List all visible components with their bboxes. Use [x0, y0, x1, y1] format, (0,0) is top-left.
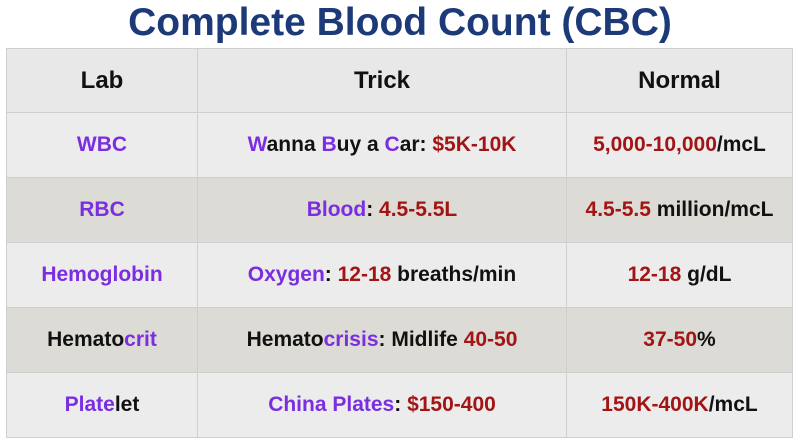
lab-cell: Platelet — [6, 372, 198, 438]
trick-text-segment: anna — [266, 133, 322, 156]
trick-text-segment: : Midlife — [378, 328, 464, 351]
trick-text-segment: C — [384, 133, 400, 156]
page-title: Complete Blood Count (CBC) — [128, 1, 672, 44]
normal-cell: 150K-400K/mcL — [566, 372, 793, 438]
lab-text-segment: let — [114, 393, 140, 416]
trick-text-segment: : — [324, 263, 338, 286]
normal-cell: 5,000-10,000/mcL — [566, 112, 793, 178]
lab-text-segment: Plate — [64, 393, 115, 416]
lab-text-segment: Hemoglobin — [41, 263, 163, 286]
trick-text-segment: $150-400 — [407, 393, 496, 416]
header-normal: Normal — [566, 48, 793, 113]
header-trick: Trick — [197, 48, 567, 113]
trick-text-segment: uy a — [336, 133, 385, 156]
trick-text-segment: crisis — [323, 328, 379, 351]
trick-text-segment: Hemato — [246, 328, 324, 351]
trick-text-segment: Blood — [306, 198, 367, 221]
normal-cell: 12-18 g/dL — [566, 242, 793, 308]
header-lab: Lab — [6, 48, 198, 113]
trick-text-segment: breaths/min — [391, 263, 517, 286]
trick-text-segment: China Plates — [268, 393, 395, 416]
trick-text-segment: ar: — [399, 133, 433, 156]
trick-text-segment: $5K-10K — [432, 133, 517, 156]
table-row: WBC Wanna Buy a Car: $5K-10K 5,000-10,000/… — [6, 112, 793, 178]
table-row: Hematocrit Hematocrisis: Midlife 40-50 37-… — [6, 307, 793, 373]
normal-text-segment: g/dL — [681, 263, 732, 286]
normal-text-segment: /mcL — [708, 393, 758, 416]
trick-text-segment: 40-50 — [463, 328, 518, 351]
cbc-table: Lab Trick Normal WBC Wanna Buy a Car: $5K… — [6, 48, 793, 438]
normal-cell: 37-50% — [566, 307, 793, 373]
table-row: Hemoglobin Oxygen: 12-18 breaths/min 12-18… — [6, 242, 793, 308]
trick-text-segment: : — [394, 393, 408, 416]
normal-text-segment: million/mcL — [650, 198, 774, 221]
normal-text-segment: 37-50 — [643, 328, 698, 351]
trick-text-segment: 4.5-5.5L — [379, 198, 458, 221]
lab-cell: Hematocrit — [6, 307, 198, 373]
lab-text-segment: Hemato — [47, 328, 125, 351]
normal-text-segment: 12-18 — [627, 263, 682, 286]
lab-text-segment: crit — [124, 328, 157, 351]
table-row: RBC Blood: 4.5-5.5L 4.5-5.5 million/mcL — [6, 177, 793, 243]
lab-cell: RBC — [6, 177, 198, 243]
trick-text-segment: 12-18 — [337, 263, 392, 286]
normal-text-segment: % — [697, 328, 716, 351]
normal-cell: 4.5-5.5 million/mcL — [566, 177, 793, 243]
header-row: Lab Trick Normal — [6, 48, 793, 113]
normal-text-segment: 150K-400K — [601, 393, 709, 416]
trick-cell: Hematocrisis: Midlife 40-50 — [197, 307, 567, 373]
trick-cell: China Plates: $150-400 — [197, 372, 567, 438]
trick-text-segment: W — [247, 133, 267, 156]
trick-cell: Blood: 4.5-5.5L — [197, 177, 567, 243]
normal-text-segment: 5,000-10,000 — [593, 133, 717, 156]
table-row: Platelet China Plates: $150-400 150K-400K/… — [6, 372, 793, 438]
trick-text-segment: B — [321, 133, 337, 156]
normal-text-segment: /mcL — [716, 133, 766, 156]
trick-cell: Wanna Buy a Car: $5K-10K — [197, 112, 567, 178]
trick-text-segment: Oxygen — [247, 263, 325, 286]
trick-text-segment: : — [366, 198, 380, 221]
lab-text-segment: RBC — [79, 198, 125, 221]
lab-cell: Hemoglobin — [6, 242, 198, 308]
lab-cell: WBC — [6, 112, 198, 178]
trick-cell: Oxygen: 12-18 breaths/min — [197, 242, 567, 308]
normal-text-segment: 4.5-5.5 — [585, 198, 651, 221]
lab-text-segment: WBC — [76, 133, 128, 156]
